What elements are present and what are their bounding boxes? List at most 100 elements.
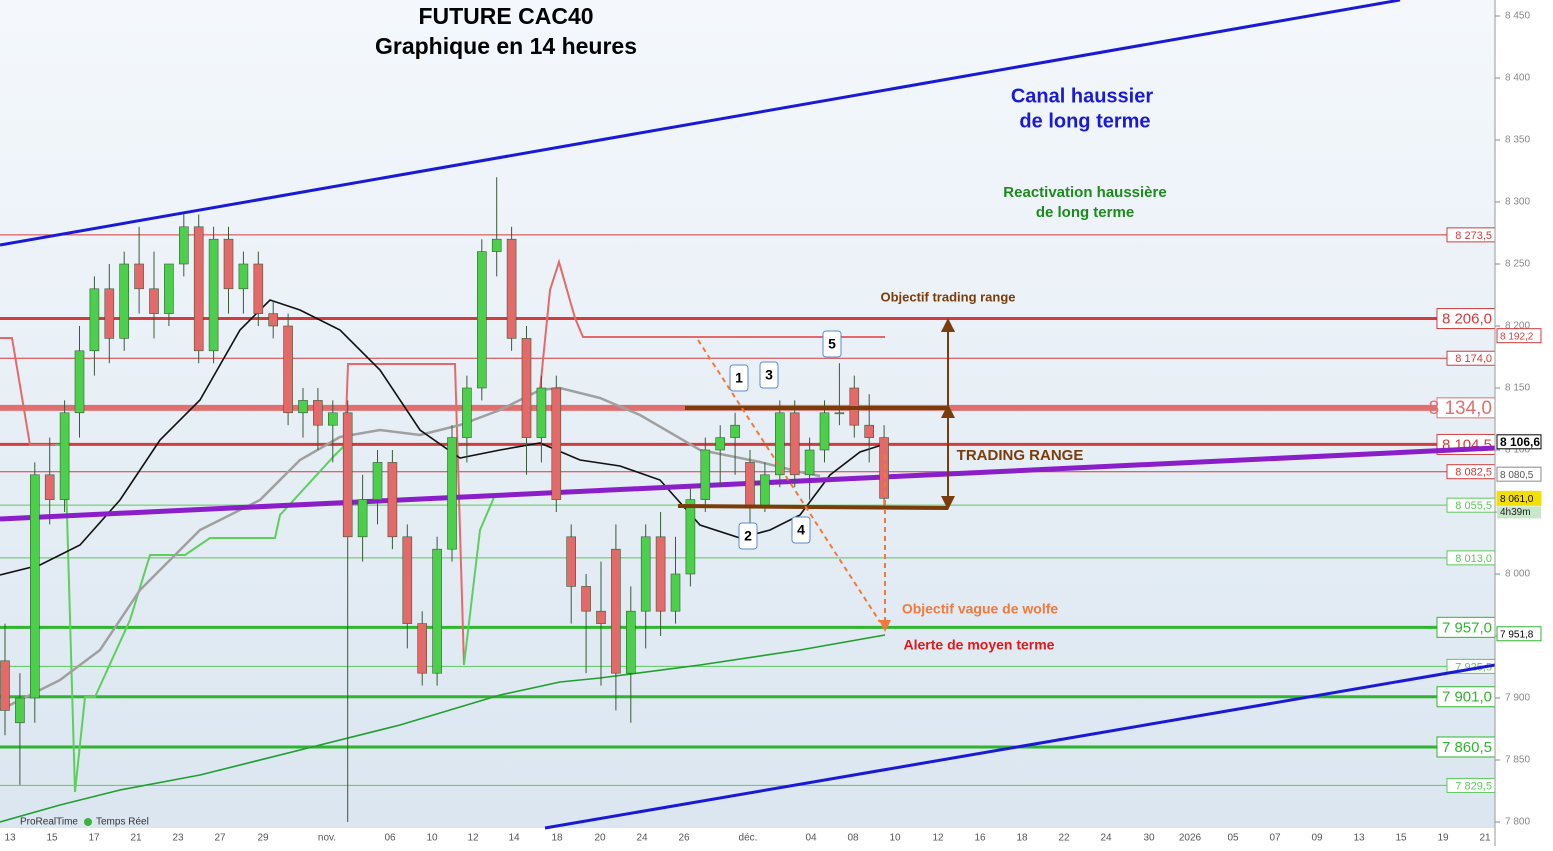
- price-tag-label: 8 061,0: [1500, 494, 1534, 505]
- x-tick-label: 20: [594, 833, 606, 844]
- x-tick-label: 14: [508, 833, 520, 844]
- price-tag: [1496, 328, 1542, 344]
- xaxis-bg: [0, 828, 1495, 846]
- wave-label: 5: [828, 336, 836, 352]
- candle-body: [208, 238, 219, 352]
- annotation: TRADING RANGE: [957, 447, 1084, 464]
- candle-body: [566, 536, 577, 587]
- x-tick-label: 23: [172, 833, 184, 844]
- x-tick-label: 05: [1227, 833, 1239, 844]
- range-bottom: [677, 504, 949, 510]
- candle-body: [670, 573, 681, 612]
- level-label: 7 860,5: [1442, 739, 1492, 756]
- x-tick-label: 19: [1437, 833, 1449, 844]
- candle-body: [745, 462, 755, 507]
- candle-body: [611, 548, 621, 674]
- y-tick-label: 7 800: [1505, 817, 1530, 828]
- y-tick-label: 8 450: [1505, 11, 1530, 22]
- candle-body: [74, 350, 85, 414]
- moving-average: [0, 299, 886, 576]
- x-tick-label: 15: [1395, 833, 1407, 844]
- wave-label: 3: [765, 367, 773, 383]
- arrow-head: [941, 496, 955, 510]
- level-label: 7 829,5: [1455, 780, 1492, 792]
- x-tick-label: 2026: [1179, 833, 1202, 844]
- candle-body: [417, 623, 428, 674]
- wave-label: 4: [797, 522, 805, 538]
- candle-body: [59, 412, 70, 500]
- y-tick-label: 7 900: [1505, 693, 1530, 704]
- x-tick-label: 13: [4, 833, 16, 844]
- candle-body: [119, 263, 129, 339]
- candle-body: [819, 412, 830, 451]
- stop-line: [344, 363, 465, 666]
- stop-line: [55, 444, 346, 793]
- annotation: de long terme: [1019, 110, 1150, 132]
- candle-body: [193, 226, 204, 352]
- annotation: Alerte de moyen terme: [904, 637, 1055, 653]
- x-tick-label: 16: [974, 833, 986, 844]
- level-label: 7 901,0: [1442, 689, 1492, 706]
- y-tick-label: 8 300: [1505, 197, 1530, 208]
- level-label: 8 174,0: [1455, 353, 1492, 365]
- x-tick-label: nov.: [318, 833, 336, 844]
- candle-body: [387, 462, 398, 538]
- x-tick-label: 26: [678, 833, 690, 844]
- price-tag-label: 8 192,2: [1500, 331, 1534, 342]
- candle-body: [581, 586, 591, 612]
- candle-body: [655, 536, 666, 612]
- wolfe-line: [697, 339, 881, 623]
- x-tick-label: 15: [46, 833, 58, 844]
- x-tick-label: 24: [1100, 833, 1112, 844]
- level-label: 8 134,0: [1429, 398, 1492, 419]
- candle-body: [551, 387, 562, 500]
- x-tick-label: 18: [551, 833, 563, 844]
- candle-body: [44, 474, 55, 500]
- arrow-head: [941, 404, 955, 418]
- price-tag: [1496, 434, 1542, 450]
- level-label: 7 957,0: [1442, 619, 1492, 636]
- level-label: 8 082,5: [1455, 467, 1492, 479]
- candle-body: [789, 412, 800, 476]
- x-tick-label: 10: [889, 833, 901, 844]
- moving-average: [0, 634, 886, 823]
- x-tick-label: 06: [384, 833, 396, 844]
- candle-body: [342, 412, 353, 538]
- candle-body: [804, 449, 815, 476]
- candle-body: [29, 474, 40, 699]
- candle-body: [238, 263, 249, 290]
- candle-body: [223, 238, 234, 290]
- footer: ProRealTime: [20, 817, 78, 828]
- candle-body: [700, 449, 711, 500]
- wave-box: [729, 364, 749, 392]
- level-label: 8 206,0: [1442, 311, 1492, 328]
- y-tick-label: 8 150: [1505, 383, 1530, 394]
- candle-body: [432, 548, 442, 674]
- y-tick-label: 8 350: [1505, 135, 1530, 146]
- y-tick-label: 7 850: [1505, 755, 1530, 766]
- candle-body: [447, 437, 457, 550]
- candle-body: [268, 313, 279, 327]
- candle-body: [89, 288, 100, 352]
- candle-body: [685, 499, 696, 575]
- countdown: 4h39m: [1500, 507, 1531, 518]
- candle-body: [104, 288, 115, 339]
- price-tag-label: 8 080,5: [1500, 470, 1534, 481]
- y-tick-label: 8 250: [1505, 259, 1530, 270]
- x-tick-label: 24: [636, 833, 648, 844]
- level-label: 8 273,5: [1455, 230, 1492, 242]
- footer: Temps Réel: [96, 817, 149, 828]
- candle-body: [372, 462, 383, 500]
- x-tick-label: 21: [130, 833, 142, 844]
- level-label: 8 013,0: [1455, 553, 1492, 565]
- candle-body: [298, 400, 308, 414]
- y-tick-label: 8 000: [1505, 569, 1530, 580]
- candle-body: [625, 610, 636, 674]
- candle-body: [715, 437, 726, 451]
- channel-bottom: [544, 663, 1496, 830]
- arrow-head: [941, 318, 955, 332]
- stop-line: [539, 258, 885, 391]
- x-tick-label: 07: [1269, 833, 1281, 844]
- candle-body: [149, 288, 159, 314]
- candle-body: [134, 263, 144, 290]
